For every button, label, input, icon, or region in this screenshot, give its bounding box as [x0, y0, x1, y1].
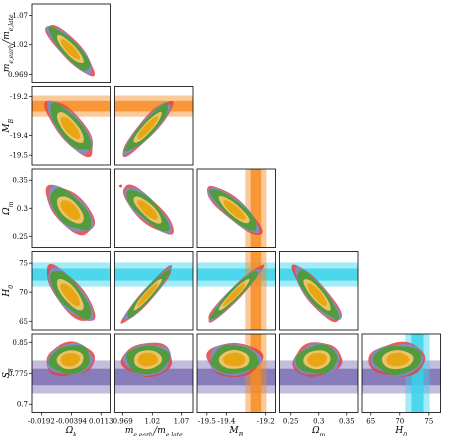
panel-frame	[114, 251, 194, 331]
y-axis-label-mb: MB	[2, 118, 15, 133]
contour-series-5	[137, 352, 158, 367]
panel-frame	[114, 333, 194, 413]
panel-frame	[196, 333, 276, 413]
contour-series-5	[60, 352, 81, 367]
contour-series-5	[137, 116, 159, 139]
panel-mb-om	[197, 169, 276, 248]
x-axis-label-ok: Ωk	[65, 426, 77, 436]
x-tick-label: -19.5	[198, 418, 216, 426]
x-tick-label: 0.969	[113, 418, 133, 426]
y-tick-label: 0.7	[17, 401, 28, 409]
panel-ok-s8	[32, 334, 111, 413]
contour-series-5	[223, 199, 246, 220]
panel-frame	[196, 251, 276, 331]
panel-frame	[31, 251, 111, 331]
y-tick-label: 0.969	[8, 71, 28, 79]
y-tick-label: 1.02	[12, 41, 28, 49]
y-tick-label: 0.35	[12, 177, 28, 185]
x-tick-label: -19.2	[257, 418, 275, 426]
y-tick-label: 70	[19, 289, 28, 297]
panel-frame	[361, 333, 441, 413]
x-axis-label-om: Ωm	[311, 426, 325, 436]
panel-ok-me	[32, 4, 111, 83]
x-axis-label-h0: H0	[394, 426, 407, 436]
x-tick-label: 0.0113	[89, 418, 114, 426]
panel-h0-s8	[362, 334, 441, 413]
x-tick-label: 0.35	[339, 418, 355, 426]
contour-series-5	[223, 352, 246, 367]
panel-frame	[31, 86, 111, 166]
x-tick-label: 0.25	[283, 418, 299, 426]
x-tick-label: -19.4	[217, 418, 235, 426]
y-tick-label: -19.4	[10, 132, 28, 140]
y-tick-label: -19.5	[10, 152, 28, 160]
y-tick-label: 0.3	[17, 205, 28, 213]
y-axis-label-s8: S8	[2, 368, 15, 378]
y-tick-label: 65	[19, 318, 28, 326]
panel-me-mb	[114, 86, 193, 165]
x-tick-label: -0.00394	[56, 418, 88, 426]
panel-me-h0	[114, 251, 193, 330]
contour-series-5	[60, 39, 81, 60]
x-axis-label-mb: MB	[228, 426, 243, 436]
prior-band-mb-1sigma	[32, 100, 111, 112]
contour-series-5	[386, 352, 410, 367]
contour-series-5	[60, 283, 80, 307]
y-tick-label: 0.775	[8, 370, 28, 378]
contour-series-5	[307, 352, 327, 367]
outlier-point	[119, 184, 122, 188]
x-tick-label: 1.02	[144, 418, 160, 426]
y-axis-label-h0: H0	[2, 285, 15, 298]
panel-frame	[279, 251, 359, 331]
y-tick-label: 0.25	[12, 233, 28, 241]
y-tick-label: 75	[19, 260, 28, 268]
x-tick-label: 0.3	[313, 418, 324, 426]
x-tick-label: 65	[366, 418, 375, 426]
x-tick-label: 70	[395, 418, 404, 426]
x-tick-label: 1.07	[174, 418, 190, 426]
panel-frame	[31, 3, 111, 83]
panel-me-om	[114, 169, 193, 248]
prior-band-mb-1sigma	[250, 251, 262, 330]
x-tick-label: 75	[424, 418, 433, 426]
contour-series-5	[223, 283, 246, 307]
panel-om-s8	[279, 334, 358, 413]
prior-band-mb-1sigma	[250, 169, 262, 248]
prior-band-h0-1sigma	[114, 268, 193, 281]
contour-series-5	[307, 283, 327, 307]
y-axis-label-om: Ωm	[2, 201, 15, 215]
contour-series-5	[137, 283, 158, 307]
panel-ok-om	[32, 169, 111, 248]
y-axis-label-me: me,early/me,late	[2, 14, 15, 72]
panel-ok-h0	[32, 251, 111, 330]
x-tick-label: -0.0192	[28, 418, 55, 426]
prior-band-h0-1sigma	[279, 268, 358, 281]
panel-mb-s8	[197, 334, 276, 413]
panel-frame	[114, 168, 194, 248]
contour-series-5	[137, 200, 158, 220]
panel-mb-h0	[197, 251, 276, 330]
contour-series-5	[60, 200, 81, 220]
y-tick-label: 0.85	[12, 339, 28, 347]
x-axis-label-me: me,early/me,late	[125, 426, 183, 436]
panel-frame	[196, 168, 276, 248]
panel-frame	[114, 86, 194, 166]
y-tick-label: 1.07	[12, 12, 28, 20]
contour-series-5	[60, 116, 81, 140]
panel-me-s8	[114, 334, 193, 413]
panel-ok-mb	[32, 86, 111, 165]
y-tick-label: -19.2	[10, 93, 28, 101]
prior-band-mb-1sigma	[250, 334, 262, 413]
panel-om-h0	[279, 251, 358, 330]
prior-band-mb-1sigma	[114, 100, 193, 112]
